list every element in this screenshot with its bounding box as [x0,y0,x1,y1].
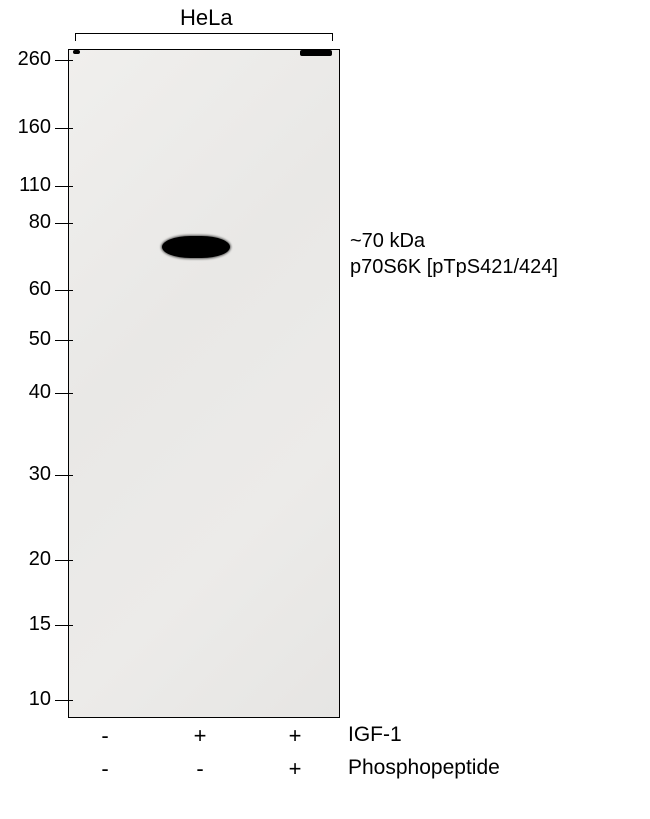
protein-band [162,236,230,258]
treatment-symbol: - [95,756,115,782]
blot-membrane [68,49,340,718]
mw-marker-label: 15 [29,613,51,636]
mw-marker-tick [55,60,73,61]
treatment-symbol: - [190,756,210,782]
mw-marker-label: 20 [29,548,51,571]
mw-marker-label: 10 [29,688,51,711]
mw-marker-label: 260 [18,48,51,71]
treatment-symbol: - [95,723,115,749]
treatment-label: Phosphopeptide [348,756,500,780]
mw-marker-tick [55,393,73,394]
mw-marker-label: 40 [29,381,51,404]
treatment-symbol: + [285,723,305,749]
mw-marker-tick [55,186,73,187]
sample-header-label: HeLa [180,5,233,31]
mw-marker-tick [55,223,73,224]
mw-marker-label: 110 [19,174,51,197]
mw-marker-tick [55,625,73,626]
mw-marker-tick [55,700,73,701]
mw-marker-tick [55,560,73,561]
mw-marker-label: 60 [29,278,51,301]
band-annotation-line-0: ~70 kDa [350,230,425,253]
mw-marker-tick [55,340,73,341]
mw-marker-label: 30 [29,463,51,486]
treatment-label: IGF-1 [348,723,402,747]
mw-marker-tick [55,128,73,129]
gel-well [300,50,332,56]
band-annotation-line-1: p70S6K [pTpS421/424] [350,256,558,279]
mw-marker-tick [55,475,73,476]
treatment-symbol: + [190,723,210,749]
mw-marker-tick [55,290,73,291]
gel-well [73,50,80,54]
mw-marker-label: 80 [29,211,51,234]
mw-marker-label: 160 [18,116,51,139]
treatment-symbol: + [285,756,305,782]
sample-header-bracket [75,33,333,41]
mw-marker-label: 50 [29,328,51,351]
western-blot-figure: HeLa 260 160 110 80 60 50 40 30 20 15 10 ~70 kDa p… [0,0,650,819]
